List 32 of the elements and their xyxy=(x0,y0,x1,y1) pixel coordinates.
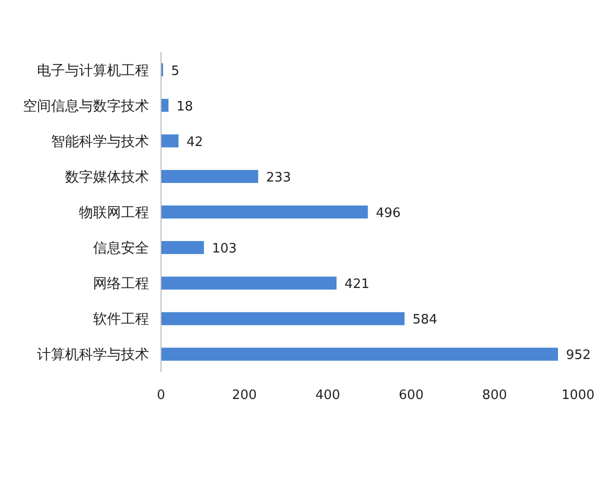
data-label: 42 xyxy=(186,134,204,150)
x-tick-label: 800 xyxy=(482,388,508,403)
y-tick-label: 软件工程 xyxy=(93,312,149,328)
x-tick-label: 0 xyxy=(156,388,166,403)
data-label: 496 xyxy=(376,206,401,221)
bar xyxy=(161,312,405,326)
x-tick-label: 400 xyxy=(315,388,340,403)
y-tick-label: 计算机科学与技术 xyxy=(37,347,149,364)
y-tick-label: 电子与计算机工程 xyxy=(37,62,149,79)
data-label: 5 xyxy=(171,64,180,79)
x-tick-label: 200 xyxy=(232,388,257,403)
data-label: 18 xyxy=(176,99,194,114)
x-tick-label: 600 xyxy=(398,388,424,403)
bar xyxy=(161,98,169,112)
data-label: 952 xyxy=(566,348,591,364)
y-tick-label: 空间信息与数字技术 xyxy=(23,98,149,114)
bar xyxy=(161,241,204,254)
bar xyxy=(161,348,558,361)
data-label: 233 xyxy=(266,170,291,186)
y-tick-label: 智能科学与技术 xyxy=(51,134,149,150)
bar xyxy=(161,276,337,290)
bar xyxy=(161,170,258,183)
y-tick-label: 信息安全 xyxy=(93,240,149,257)
data-label: 584 xyxy=(412,312,438,328)
bar xyxy=(161,206,368,218)
y-tick-label: 数字媒体技术 xyxy=(65,169,149,186)
data-label: 103 xyxy=(212,242,237,257)
y-tick-label: 网络工程 xyxy=(93,276,149,292)
data-label: 421 xyxy=(344,277,370,292)
x-tick-label: 1000 xyxy=(561,388,595,403)
y-tick-label: 物联网工程 xyxy=(79,205,149,221)
bar xyxy=(161,134,179,148)
